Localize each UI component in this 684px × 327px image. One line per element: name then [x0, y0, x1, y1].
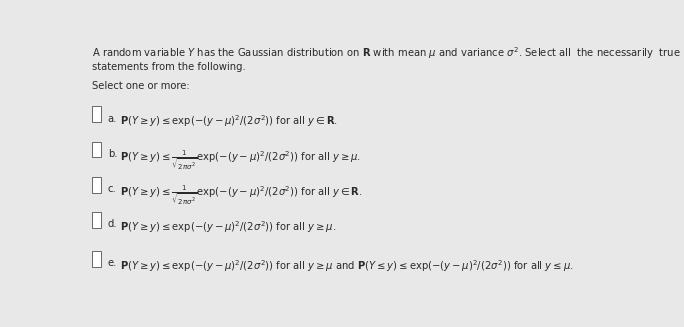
Bar	[92, 212, 101, 228]
Text: statements from the following.: statements from the following.	[92, 62, 246, 72]
Text: e.: e.	[108, 258, 117, 268]
Text: $\mathbf{P}(Y \geq y) \leq \frac{1}{\sqrt{2\pi\sigma^2}}\mathrm{exp}(-(y-\mu)^2/: $\mathbf{P}(Y \geq y) \leq \frac{1}{\sqr…	[120, 184, 363, 207]
Text: c.: c.	[108, 184, 116, 194]
Bar	[92, 177, 101, 193]
Text: $\mathbf{P}(Y \geq y) \leq \mathrm{exp}(-(y-\mu)^2/(2\sigma^2))$ for all $y \geq: $\mathbf{P}(Y \geq y) \leq \mathrm{exp}(…	[120, 258, 574, 274]
Text: d.: d.	[108, 219, 118, 229]
Text: Select one or more:: Select one or more:	[92, 81, 189, 91]
Text: $\mathbf{P}(Y \geq y) \leq \mathrm{exp}(-(y-\mu)^2/(2\sigma^2))$ for all $y \geq: $\mathbf{P}(Y \geq y) \leq \mathrm{exp}(…	[120, 219, 337, 235]
Text: A random variable $Y$ has the Gaussian distribution on $\mathbf{R}$ with mean $\: A random variable $Y$ has the Gaussian d…	[92, 45, 681, 61]
Text: $\mathbf{P}(Y \geq y) \leq \frac{1}{\sqrt{2\pi\sigma^2}}\mathrm{exp}(-(y-\mu)^2/: $\mathbf{P}(Y \geq y) \leq \frac{1}{\sqr…	[120, 149, 361, 172]
Text: b.: b.	[108, 149, 117, 159]
Bar	[92, 142, 101, 157]
Text: a.: a.	[108, 113, 117, 124]
Text: $\mathbf{P}(Y \geq y) \leq \mathrm{exp}(-(y-\mu)^2/(2\sigma^2))$ for all $y \in : $\mathbf{P}(Y \geq y) \leq \mathrm{exp}(…	[120, 113, 338, 129]
Bar	[92, 107, 101, 122]
Bar	[92, 251, 101, 267]
